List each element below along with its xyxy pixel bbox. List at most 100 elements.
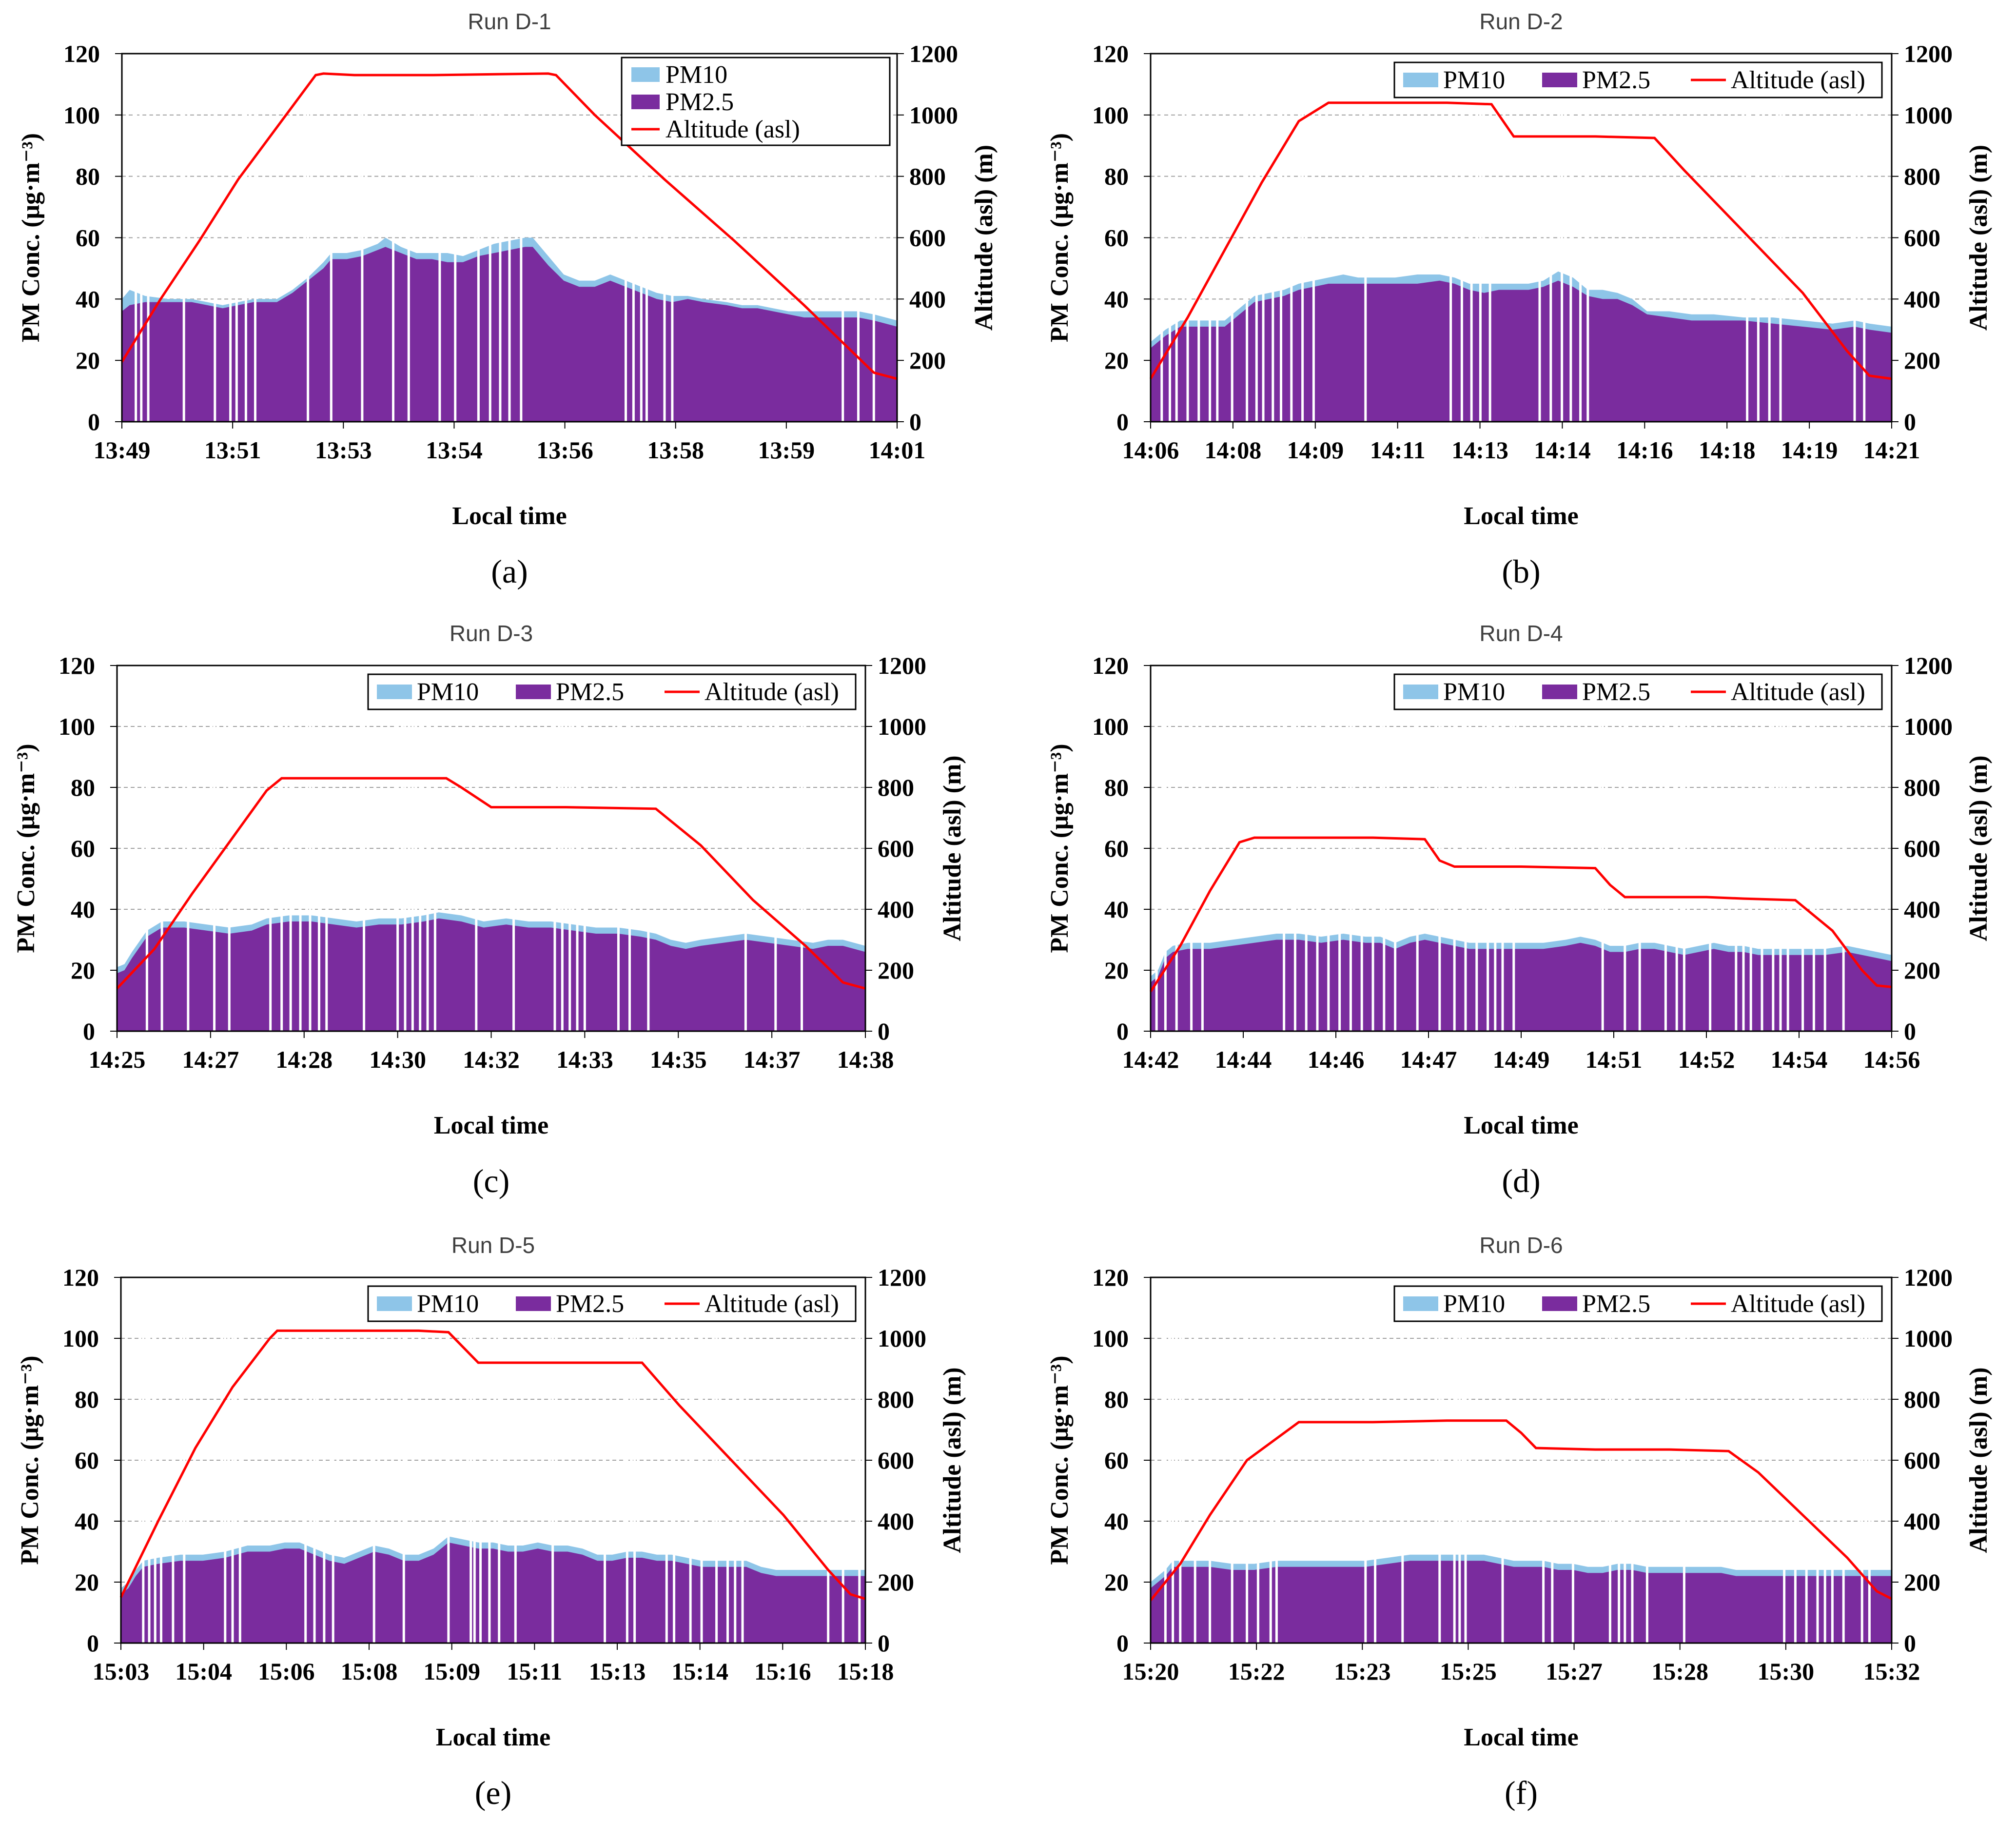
x-tick-label: 14:08 <box>1205 436 1262 464</box>
y-tick-right: 1200 <box>1904 652 1953 679</box>
x-tick-label: 15:27 <box>1546 1658 1603 1685</box>
x-tick-label: 14:16 <box>1616 436 1673 464</box>
pm25-legend-swatch <box>1542 1296 1577 1311</box>
x-tick-label: 13:56 <box>536 436 593 464</box>
x-tick-label: 15:13 <box>589 1658 646 1685</box>
y-tick-left: 20 <box>76 347 100 374</box>
y-axis-label-left: PM Conc. (μg·m⁻³) <box>1046 744 1074 953</box>
pm25-legend-swatch <box>516 685 551 699</box>
x-tick-label: 15:22 <box>1228 1658 1285 1685</box>
y-axis-label-right: Altitude (asl) (m) <box>939 755 966 941</box>
chart-title: Run D-6 <box>1479 1233 1563 1258</box>
pm10-legend-label: PM10 <box>1443 1290 1505 1318</box>
chart-title: Run D-2 <box>1479 9 1563 34</box>
y-tick-left: 0 <box>1116 1018 1129 1045</box>
chart-panel-f: Run D-6020406080100120020040060080010001… <box>1046 1233 1993 1811</box>
y-tick-right: 800 <box>1904 774 1940 801</box>
y-tick-left: 0 <box>87 1629 99 1657</box>
pm25-area <box>1151 1561 1892 1643</box>
y-tick-right: 1200 <box>909 40 958 67</box>
x-tick-label: 14:32 <box>463 1046 520 1073</box>
y-tick-left: 100 <box>1092 713 1129 740</box>
x-tick-label: 14:54 <box>1771 1046 1828 1073</box>
y-tick-left: 0 <box>83 1018 95 1045</box>
x-axis-label: Local time <box>452 502 567 530</box>
y-tick-right: 1000 <box>878 713 926 740</box>
y-tick-right: 200 <box>878 1568 914 1596</box>
pm10-legend-label: PM10 <box>1443 66 1505 94</box>
x-tick-label: 14:56 <box>1863 1046 1920 1073</box>
y-tick-right: 1200 <box>1904 40 1953 67</box>
x-tick-label: 14:30 <box>369 1046 426 1073</box>
pm25-legend-label: PM2.5 <box>665 88 734 116</box>
pm25-legend-label: PM2.5 <box>556 1290 624 1318</box>
pm25-area <box>117 918 865 1031</box>
x-tick-label: 14:06 <box>1122 436 1179 464</box>
x-tick-label: 15:03 <box>93 1658 150 1685</box>
y-tick-right: 1000 <box>1904 713 1953 740</box>
y-tick-left: 80 <box>75 1386 99 1413</box>
y-axis-label-right: Altitude (asl) (m) <box>939 1367 966 1553</box>
y-tick-right: 400 <box>909 285 946 313</box>
y-tick-right: 800 <box>878 774 914 801</box>
y-axis-label-left: PM Conc. (μg·m⁻³) <box>16 1355 44 1565</box>
y-tick-left: 20 <box>1104 347 1129 374</box>
y-tick-right: 200 <box>1904 1568 1940 1596</box>
y-tick-right: 200 <box>878 957 914 984</box>
x-tick-label: 14:28 <box>275 1046 333 1073</box>
y-tick-left: 120 <box>1092 40 1129 67</box>
x-tick-label: 15:09 <box>423 1658 480 1685</box>
x-tick-label: 14:21 <box>1863 436 1920 464</box>
x-tick-label: 14:47 <box>1400 1046 1457 1073</box>
y-tick-left: 120 <box>59 652 95 679</box>
chart-panel-a: Run D-1020406080100120020040060080010001… <box>17 9 998 590</box>
x-tick-label: 15:28 <box>1651 1658 1708 1685</box>
y-tick-left: 40 <box>71 896 95 923</box>
y-tick-right: 600 <box>1904 835 1940 862</box>
panel-sublabel: (d) <box>1502 1162 1540 1199</box>
legend: PM10 PM2.5 Altitude (asl) <box>1393 61 1883 98</box>
y-axis-label-left: PM Conc. (μg·m⁻³) <box>1046 133 1074 342</box>
y-tick-right: 1200 <box>878 1264 926 1291</box>
pm10-legend-swatch <box>631 67 660 82</box>
chart-title: Run D-5 <box>451 1233 535 1258</box>
altitude-legend-label: Altitude (asl) <box>1731 1290 1865 1318</box>
y-tick-left: 100 <box>62 1325 99 1352</box>
pm25-area <box>121 1542 865 1643</box>
y-tick-left: 100 <box>63 101 100 129</box>
y-tick-right: 400 <box>878 1508 914 1535</box>
pm10-legend-swatch <box>377 1296 412 1311</box>
pm25-legend-label: PM2.5 <box>1582 678 1650 706</box>
y-tick-right: 400 <box>1904 896 1940 923</box>
altitude-line <box>1149 101 1892 380</box>
y-tick-left: 60 <box>75 1447 99 1474</box>
x-tick-label: 14:18 <box>1699 436 1756 464</box>
x-axis-label: Local time <box>1464 502 1578 530</box>
legend-box <box>1393 673 1883 710</box>
x-axis-label: Local time <box>1464 1723 1578 1751</box>
y-tick-right: 600 <box>878 835 914 862</box>
y-tick-right: 0 <box>909 408 921 435</box>
y-tick-right: 200 <box>909 347 946 374</box>
x-tick-label: 15:23 <box>1334 1658 1391 1685</box>
y-tick-right: 0 <box>878 1018 890 1045</box>
x-tick-label: 14:01 <box>869 436 926 464</box>
y-tick-left: 80 <box>1104 774 1129 801</box>
x-tick-label: 14:44 <box>1215 1046 1272 1073</box>
y-tick-right: 0 <box>1904 1629 1916 1657</box>
y-tick-left: 60 <box>1104 1447 1129 1474</box>
altitude-legend-label: Altitude (asl) <box>665 116 800 143</box>
x-axis-label: Local time <box>436 1723 550 1751</box>
x-tick-label: 15:30 <box>1758 1658 1815 1685</box>
x-axis-label: Local time <box>1464 1112 1578 1139</box>
y-tick-left: 0 <box>1116 408 1129 435</box>
x-tick-label: 14:33 <box>556 1046 613 1073</box>
x-tick-label: 14:37 <box>744 1046 801 1073</box>
x-tick-label: 13:49 <box>94 436 151 464</box>
x-tick-label: 13:53 <box>315 436 372 464</box>
y-tick-left: 20 <box>75 1568 99 1596</box>
x-tick-label: 14:42 <box>1122 1046 1179 1073</box>
x-tick-label: 13:51 <box>204 436 261 464</box>
x-tick-label: 13:54 <box>426 436 483 464</box>
